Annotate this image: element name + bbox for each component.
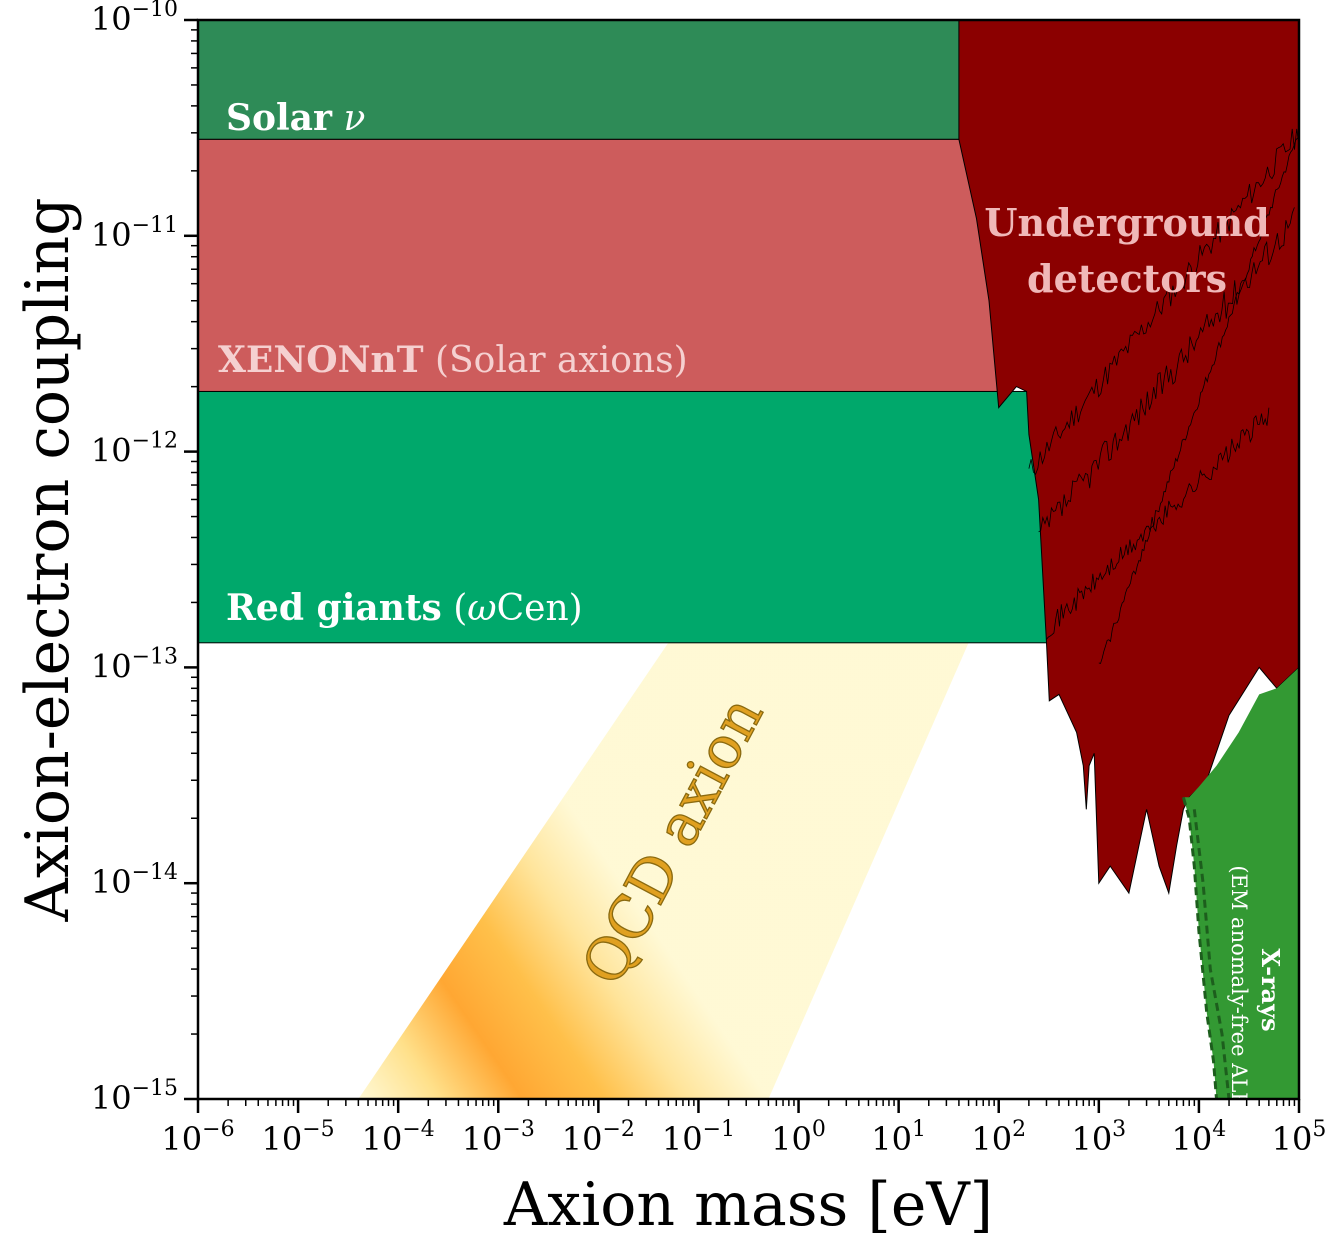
y-tick-label: 10−13 (91, 644, 178, 685)
x-tick-base: 10 (971, 1120, 1012, 1158)
y-tick-exponent: −10 (132, 0, 178, 22)
x-tick-exponent: −1 (703, 1117, 735, 1142)
x-rays-label-group: X-rays(EM anomaly-free ALP) (1227, 865, 1285, 1114)
x-tick-exponent: −3 (502, 1117, 534, 1142)
x-tick-base: 10 (362, 1120, 403, 1158)
x-rays-region (1183, 667, 1299, 1099)
xenonnt-label-suffix: (Solar axions) (424, 340, 688, 381)
detector-limit-line (1098, 136, 1299, 665)
qcd-axion-band (358, 642, 969, 1099)
y-tick-label: 10−10 (91, 0, 178, 38)
x-tick-exponent: 1 (912, 1117, 926, 1142)
red-giants-label: Red giants (ωCen) (226, 587, 583, 629)
red-giants-label-bold: Red giants (226, 587, 442, 629)
x-tick-base: 10 (1071, 1120, 1112, 1158)
x-tick-base: 10 (871, 1120, 912, 1158)
solar-label: Solar ν (226, 97, 365, 139)
detector-limit-line (1028, 128, 1299, 476)
x-tick-exponent: −2 (603, 1117, 635, 1142)
y-tick-exponent: −11 (132, 213, 178, 238)
y-tick-exponent: −12 (132, 429, 178, 454)
x-rays-dashed-boundary (1192, 809, 1231, 1099)
y-tick-base: 10 (91, 1079, 132, 1117)
underground-label-line1-text: Underground (984, 200, 1269, 245)
space (332, 98, 343, 139)
x-tick-base: 10 (562, 1120, 603, 1158)
x-tick-label: 10−3 (462, 1117, 535, 1158)
y-tick-label: 10−15 (91, 1076, 178, 1117)
y-tick-label: 10−11 (91, 213, 178, 254)
detector-limit-line (1046, 407, 1270, 640)
y-tick-label: 10−12 (91, 429, 178, 470)
x-tick-label: 10−6 (161, 1117, 234, 1158)
underground-label-line2-text: detectors (1027, 256, 1227, 301)
x-tick-exponent: 2 (1012, 1117, 1026, 1142)
x-tick-label: 101 (871, 1117, 926, 1158)
x-tick-exponent: −4 (402, 1117, 434, 1142)
y-tick-exponent: −14 (132, 860, 178, 885)
x-tick-exponent: 3 (1112, 1117, 1126, 1142)
x-tick-label: 10−2 (562, 1117, 635, 1158)
x-tick-exponent: 4 (1212, 1117, 1226, 1142)
red-giants-cen: Cen) (497, 588, 583, 629)
xenonnt-region (198, 138, 1000, 392)
x-tick-exponent: 5 (1312, 1117, 1326, 1142)
x-tick-base: 10 (662, 1120, 703, 1158)
x-tick-exponent: −6 (202, 1117, 234, 1142)
x-tick-label: 10−4 (362, 1117, 435, 1158)
solar-label-nu: ν (343, 98, 365, 139)
x-axis: 10−6 10−5 10−4 10−3 10−2 10−1 100 101 102 103 104 1… (161, 1099, 1326, 1158)
y-tick-exponent: −15 (132, 1076, 178, 1101)
x-tick-base: 10 (1172, 1120, 1213, 1158)
y-tick-base: 10 (91, 432, 132, 470)
red-giants-omega: ω (467, 588, 496, 629)
y-tick-base: 10 (91, 863, 132, 901)
x-tick-exponent: 0 (812, 1117, 826, 1142)
red-giants-paren: ( (442, 588, 468, 629)
x-tick-label: 100 (771, 1117, 826, 1158)
solar-label-bold: Solar (226, 97, 333, 139)
regions-layer (198, 20, 1299, 1099)
x-tick-base: 10 (262, 1120, 303, 1158)
x-tick-base: 10 (161, 1120, 202, 1158)
xenonnt-label: XENONnT (Solar axions) (218, 339, 688, 381)
x-rays-sublabel: (EM anomaly-free ALP) (1227, 865, 1251, 1114)
underground-label-line2: detectors (1027, 256, 1227, 301)
red-giants-region (198, 390, 1090, 644)
x-tick-label: 105 (1272, 1117, 1327, 1158)
y-tick-base: 10 (91, 0, 132, 38)
x-tick-label: 102 (971, 1117, 1026, 1158)
y-tick-label: 10−14 (91, 860, 178, 901)
plot-frame (196, 18, 1301, 1101)
x-tick-label: 103 (1071, 1117, 1126, 1158)
x-tick-label: 10−1 (662, 1117, 735, 1158)
x-tick-exponent: −5 (302, 1117, 334, 1142)
detector-limit-line (1038, 207, 1295, 533)
y-tick-base: 10 (91, 647, 132, 685)
x-rays-label: X-rays (1256, 948, 1285, 1031)
x-tick-label: 10−5 (262, 1117, 335, 1158)
underground-label-line1: Underground (984, 200, 1269, 245)
y-tick-base: 10 (91, 216, 132, 254)
xenonnt-label-bold: XENONnT (218, 339, 424, 381)
y-tick-exponent: −13 (132, 644, 178, 669)
y-axis-label: Axion-electron coupling (13, 197, 83, 922)
x-tick-base: 10 (1272, 1120, 1313, 1158)
x-tick-base: 10 (771, 1120, 812, 1158)
x-axis-label: Axion mass [eV] (503, 1170, 993, 1240)
x-tick-label: 104 (1172, 1117, 1227, 1158)
x-rays-dashed-boundary (1181, 796, 1218, 1099)
x-tick-base: 10 (462, 1120, 503, 1158)
